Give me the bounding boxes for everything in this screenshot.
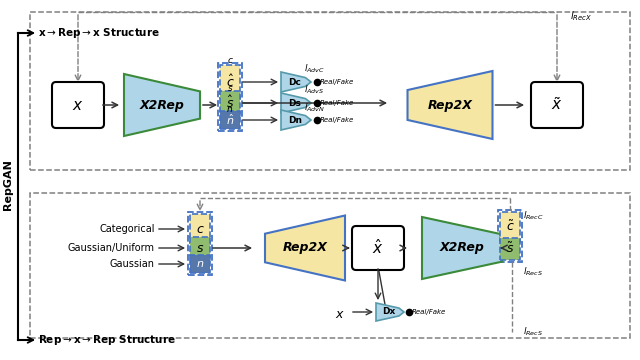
FancyBboxPatch shape <box>52 82 104 128</box>
Text: $x$: $x$ <box>72 98 84 112</box>
Text: RepGAN: RepGAN <box>3 159 13 211</box>
Text: $s$: $s$ <box>196 242 204 255</box>
Polygon shape <box>281 93 311 113</box>
Text: Categorical: Categorical <box>99 224 155 234</box>
Bar <box>498 210 522 262</box>
Bar <box>500 238 520 260</box>
Text: Dx: Dx <box>382 307 396 316</box>
Text: Gaussian: Gaussian <box>110 259 155 269</box>
Text: $l_{AdvN}$: $l_{AdvN}$ <box>304 102 325 114</box>
Bar <box>220 111 240 129</box>
Text: $\tilde{s}$: $\tilde{s}$ <box>506 242 514 256</box>
Polygon shape <box>265 216 345 280</box>
Polygon shape <box>124 74 200 136</box>
Bar <box>500 212 520 242</box>
Bar <box>220 65 240 99</box>
Text: Rep2X: Rep2X <box>283 242 328 255</box>
Text: Ds: Ds <box>289 99 301 108</box>
Text: $\hat{x}$: $\hat{x}$ <box>372 239 384 257</box>
Polygon shape <box>281 72 311 92</box>
Bar <box>190 255 210 273</box>
Polygon shape <box>376 303 404 321</box>
Text: $x$: $x$ <box>335 307 345 320</box>
Bar <box>190 237 210 259</box>
Text: $\tilde{c}$: $\tilde{c}$ <box>506 220 515 234</box>
Bar <box>220 91 240 115</box>
Bar <box>30 193 630 338</box>
Text: $l_{AdvC}$: $l_{AdvC}$ <box>304 63 325 75</box>
Text: $\tilde{x}$: $\tilde{x}$ <box>551 96 563 113</box>
Text: Real/Fake: Real/Fake <box>412 309 446 315</box>
Bar <box>218 63 242 131</box>
Text: x$\rightarrow$Rep$\rightarrow$x Structure: x$\rightarrow$Rep$\rightarrow$x Structur… <box>38 26 160 40</box>
Text: s: s <box>228 84 232 93</box>
Text: X2Rep: X2Rep <box>140 99 184 112</box>
Bar <box>188 212 212 275</box>
Text: $l_{AdvS}$: $l_{AdvS}$ <box>304 84 324 96</box>
Text: $\hat{n}$: $\hat{n}$ <box>226 113 234 127</box>
Text: $l_{RecC}$: $l_{RecC}$ <box>523 209 543 221</box>
Text: X2Rep: X2Rep <box>440 242 484 255</box>
FancyBboxPatch shape <box>352 226 404 270</box>
Polygon shape <box>408 71 493 139</box>
FancyBboxPatch shape <box>531 82 583 128</box>
Text: Rep$\rightarrow$x$\rightarrow$Rep Structure: Rep$\rightarrow$x$\rightarrow$Rep Struct… <box>38 333 176 347</box>
Text: Rep2X: Rep2X <box>428 99 472 112</box>
Text: $n$: $n$ <box>196 259 204 269</box>
Bar <box>190 214 210 244</box>
Text: $\hat{s}$: $\hat{s}$ <box>226 95 234 111</box>
Text: $c$: $c$ <box>196 222 204 235</box>
Text: $l_{RecS}$: $l_{RecS}$ <box>523 266 543 279</box>
Text: Real/Fake: Real/Fake <box>320 100 355 106</box>
Text: $l_{RecS}$: $l_{RecS}$ <box>523 326 543 338</box>
Text: $\hat{c}$: $\hat{c}$ <box>226 74 234 90</box>
Text: $l_{RecX}$: $l_{RecX}$ <box>570 9 592 23</box>
Text: Dn: Dn <box>288 116 302 125</box>
Text: n: n <box>227 104 233 113</box>
Bar <box>30 12 630 170</box>
Polygon shape <box>422 217 502 279</box>
Text: Dc: Dc <box>289 77 301 86</box>
Polygon shape <box>281 110 311 130</box>
Text: Real/Fake: Real/Fake <box>320 117 355 123</box>
Text: Gaussian/Uniform: Gaussian/Uniform <box>68 243 155 253</box>
Text: c: c <box>227 55 232 64</box>
Text: Real/Fake: Real/Fake <box>320 79 355 85</box>
